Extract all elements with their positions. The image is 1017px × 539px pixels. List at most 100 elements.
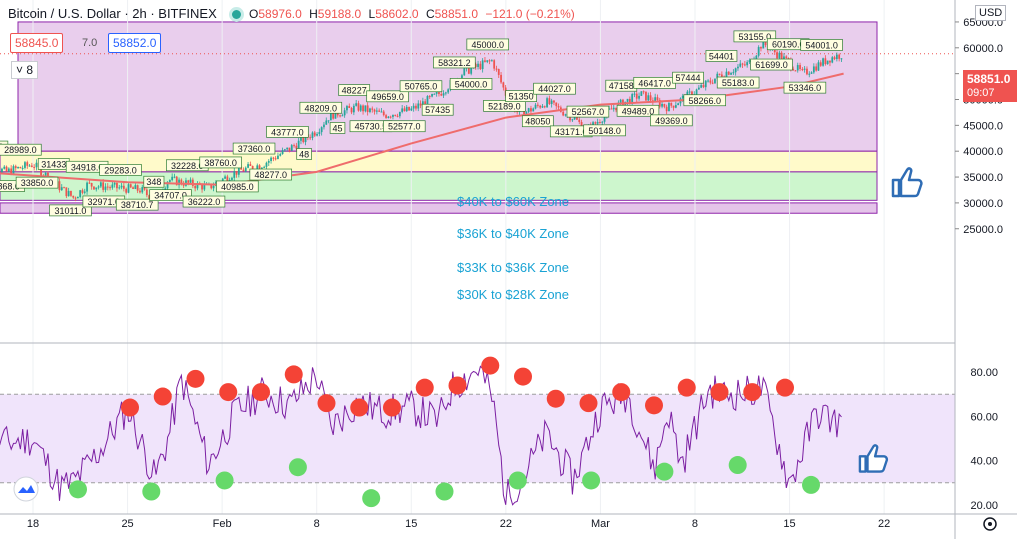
price-label: 52567.0 bbox=[572, 107, 605, 117]
zone-annotations: $40K to $60K Zone $36K to $40K Zone $33K t… bbox=[457, 194, 569, 302]
candle-body bbox=[495, 68, 498, 70]
candle-body bbox=[127, 184, 130, 193]
price-label-box bbox=[15, 176, 59, 189]
candle-body bbox=[461, 75, 463, 81]
candle-body bbox=[357, 103, 360, 111]
overbought-marker bbox=[579, 394, 598, 413]
candle-body bbox=[732, 72, 735, 74]
symbol-title[interactable]: Bitcoin / U.S. Dollar · 2h · BITFINEX bbox=[8, 6, 217, 21]
candle-body bbox=[704, 80, 707, 88]
price-label-box bbox=[449, 78, 493, 90]
price-label-box bbox=[149, 189, 192, 202]
price-label: 54401 bbox=[709, 51, 734, 61]
overbought-marker bbox=[481, 356, 500, 375]
candle-body bbox=[182, 184, 185, 186]
candle-body bbox=[355, 103, 358, 106]
candle-body bbox=[442, 93, 445, 96]
overbought-marker bbox=[776, 378, 794, 397]
candle-body bbox=[555, 102, 558, 107]
candle-body bbox=[444, 92, 447, 94]
candle-body bbox=[737, 66, 739, 69]
candle-body bbox=[500, 74, 502, 83]
buy-button[interactable]: 58852.0 bbox=[108, 33, 162, 53]
price-label: 44027.0 bbox=[538, 84, 571, 94]
candle-body bbox=[148, 195, 151, 201]
settings-gear-icon[interactable] bbox=[983, 517, 997, 531]
candle-body bbox=[392, 114, 394, 117]
candle-body bbox=[783, 56, 785, 60]
candle-body bbox=[270, 157, 272, 162]
candle-body bbox=[741, 63, 744, 65]
candle-body bbox=[428, 96, 431, 98]
candle-body bbox=[594, 122, 597, 124]
candle-body bbox=[352, 105, 355, 113]
candle-body bbox=[1, 168, 3, 173]
candle-body bbox=[419, 103, 422, 106]
overbought-marker bbox=[645, 396, 663, 415]
candle-body bbox=[277, 155, 279, 159]
overbought-marker bbox=[612, 383, 631, 402]
overbought-marker bbox=[350, 398, 369, 417]
candle-body bbox=[249, 164, 252, 166]
price-label-box bbox=[266, 126, 309, 138]
candle-body bbox=[286, 147, 289, 150]
price-label: 49489.0 bbox=[622, 106, 655, 116]
candle-body bbox=[88, 182, 91, 184]
price-label-box bbox=[466, 38, 509, 51]
candle-body bbox=[145, 189, 148, 196]
price-label-box bbox=[115, 198, 159, 211]
candle-body bbox=[642, 91, 645, 93]
candle-body bbox=[493, 60, 496, 69]
candle-body bbox=[796, 65, 799, 71]
tradingview-logo-icon[interactable] bbox=[13, 476, 39, 502]
candle-body bbox=[256, 165, 259, 171]
candle-body bbox=[233, 171, 236, 178]
candle-body bbox=[838, 54, 841, 59]
time-tick-label: 25 bbox=[121, 518, 133, 530]
zone-label: $36K to $40K Zone bbox=[457, 226, 569, 241]
candle-body bbox=[573, 117, 576, 120]
candle-body bbox=[833, 57, 836, 60]
candle-body bbox=[578, 119, 581, 123]
candle-body bbox=[619, 99, 622, 103]
time-tick-label: 22 bbox=[500, 518, 512, 530]
candle-body bbox=[806, 68, 808, 75]
candle-body bbox=[401, 108, 404, 112]
candle-body bbox=[242, 169, 245, 172]
overbought-marker bbox=[284, 365, 303, 384]
candle-body bbox=[60, 187, 63, 191]
candle-body bbox=[272, 157, 275, 159]
currency-button[interactable]: USD bbox=[975, 5, 1007, 21]
candle-body bbox=[132, 187, 134, 189]
candle-body bbox=[129, 184, 132, 188]
gear-outer bbox=[983, 517, 997, 531]
candle-body bbox=[104, 186, 107, 190]
candle-body bbox=[548, 98, 551, 105]
candle-body bbox=[221, 178, 224, 183]
candle-body bbox=[543, 106, 546, 108]
candle-body bbox=[224, 176, 226, 179]
candle-body bbox=[122, 185, 125, 189]
indicator-toggle[interactable]: ˅ 8 bbox=[11, 61, 39, 79]
candle-body bbox=[532, 108, 535, 112]
candle-body bbox=[134, 185, 137, 189]
candle-body bbox=[378, 110, 381, 112]
candle-body bbox=[474, 64, 477, 67]
candle-body bbox=[28, 165, 31, 167]
candle-body bbox=[695, 89, 698, 95]
candle-body bbox=[139, 190, 141, 193]
candle-body bbox=[663, 103, 666, 107]
candle-body bbox=[631, 94, 634, 104]
candle-body bbox=[12, 166, 15, 175]
candle-body bbox=[656, 97, 659, 100]
price-label: 45 bbox=[333, 123, 343, 133]
sell-button[interactable]: 58845.0 bbox=[10, 33, 64, 53]
price-label-box bbox=[232, 142, 276, 155]
price-label: 51350 bbox=[509, 92, 534, 102]
candle-body bbox=[106, 186, 109, 188]
price-label: 38710.7 bbox=[121, 200, 154, 210]
oversold-marker bbox=[362, 489, 381, 508]
candle-body bbox=[433, 93, 436, 95]
price-tick-label: 30000.0 bbox=[963, 198, 1003, 210]
